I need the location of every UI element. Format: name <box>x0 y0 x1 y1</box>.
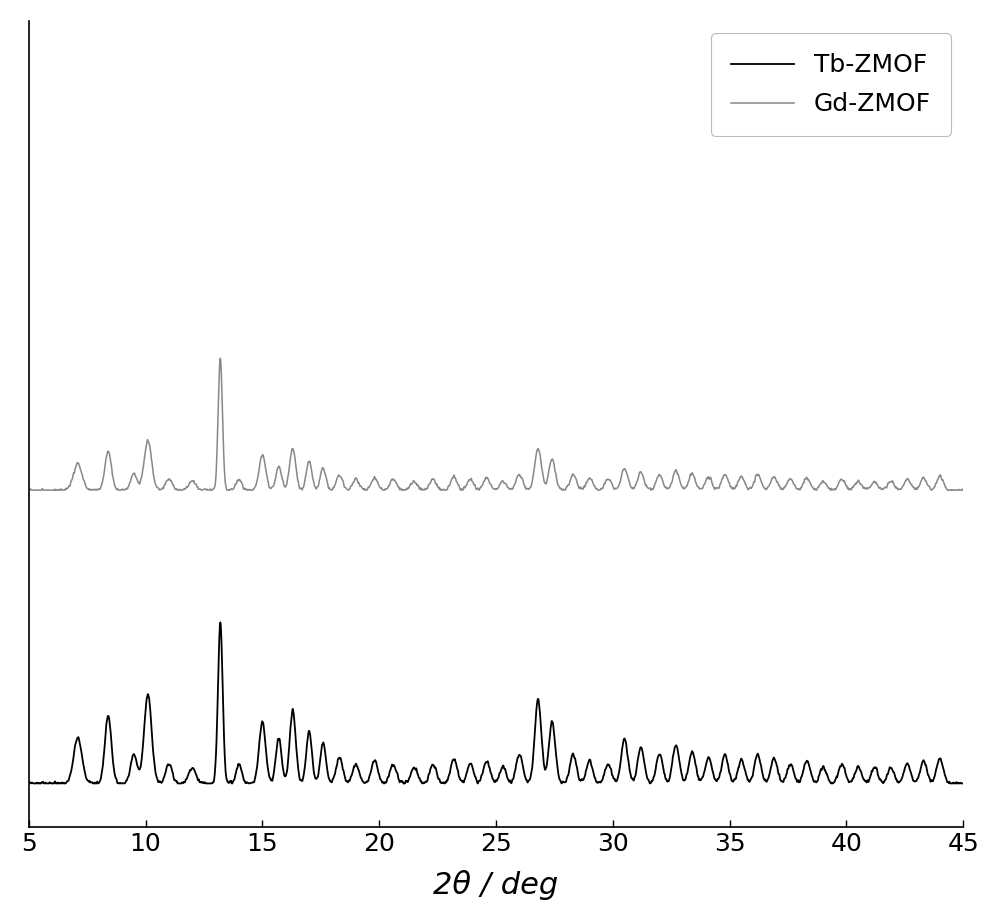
Gd-ZMOF <box>950 484 962 495</box>
Gd-ZMOF <box>375 483 387 494</box>
Gd-ZMOF <box>442 482 454 493</box>
Legend: Tb-ZMOF, Gd-ZMOF: Tb-ZMOF, Gd-ZMOF <box>711 33 951 136</box>
Gd-ZMOF <box>250 480 262 491</box>
X-axis label: 2θ / deg: 2θ / deg <box>433 870 559 900</box>
Gd-ZMOF <box>26 484 38 495</box>
Gd-ZMOF <box>245 484 257 495</box>
Tb-ZMOF <box>957 778 969 789</box>
Gd-ZMOF <box>214 353 226 364</box>
Tb-ZMOF <box>250 769 262 780</box>
Gd-ZMOF <box>957 484 969 495</box>
Tb-ZMOF <box>442 774 454 785</box>
Tb-ZMOF <box>27 778 39 789</box>
Line: Gd-ZMOF: Gd-ZMOF <box>29 358 963 490</box>
Tb-ZMOF <box>950 777 962 788</box>
Line: Tb-ZMOF: Tb-ZMOF <box>29 623 963 784</box>
Gd-ZMOF <box>23 484 35 495</box>
Tb-ZMOF <box>23 778 35 789</box>
Gd-ZMOF <box>240 484 252 495</box>
Tb-ZMOF <box>214 617 226 628</box>
Tb-ZMOF <box>240 777 252 788</box>
Tb-ZMOF <box>375 775 387 786</box>
Tb-ZMOF <box>245 777 257 788</box>
